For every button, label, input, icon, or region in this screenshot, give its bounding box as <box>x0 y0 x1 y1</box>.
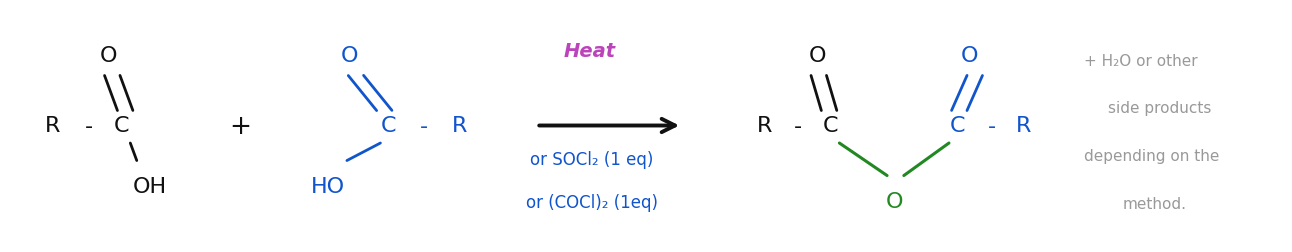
Text: C: C <box>950 116 965 136</box>
Text: -: - <box>85 116 93 136</box>
Text: or (COCl)₂ (1eq): or (COCl)₂ (1eq) <box>526 193 658 211</box>
Text: O: O <box>341 46 358 66</box>
Text: O: O <box>809 46 826 66</box>
Text: -: - <box>420 116 429 136</box>
Text: R: R <box>757 116 773 136</box>
Text: or SOCl₂ (1 eq): or SOCl₂ (1 eq) <box>530 151 654 169</box>
Text: HO: HO <box>310 176 345 196</box>
Text: -: - <box>987 116 996 136</box>
Text: O: O <box>99 46 118 66</box>
Text: C: C <box>380 116 395 136</box>
Text: R: R <box>1016 116 1031 136</box>
Text: -: - <box>795 116 802 136</box>
Text: +: + <box>229 113 251 139</box>
Text: R: R <box>451 116 466 136</box>
Text: C: C <box>114 116 129 136</box>
Text: side products: side products <box>1107 101 1211 116</box>
Text: C: C <box>823 116 839 136</box>
Text: + H₂O or other: + H₂O or other <box>1084 54 1198 69</box>
Text: R: R <box>45 116 61 136</box>
Text: O: O <box>961 46 978 66</box>
Text: method.: method. <box>1123 196 1187 211</box>
Text: O: O <box>886 191 903 211</box>
Text: depending on the: depending on the <box>1084 148 1220 163</box>
Text: OH: OH <box>133 176 167 196</box>
Text: Heat: Heat <box>563 42 615 61</box>
